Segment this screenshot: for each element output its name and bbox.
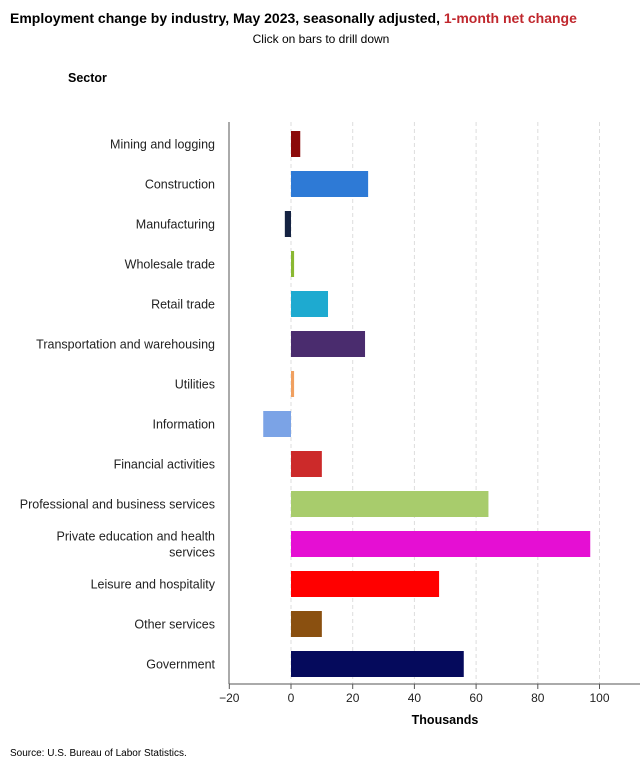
category-label: Government [146, 658, 215, 672]
category-label: Private education and health [57, 530, 215, 544]
x-tick-label: 80 [531, 691, 545, 705]
bar[interactable] [291, 531, 591, 557]
bar[interactable] [291, 371, 295, 397]
source-note: Source: U.S. Bureau of Labor Statistics. [10, 748, 187, 759]
category-label: Professional and business services [20, 498, 215, 512]
category-label: services [169, 546, 215, 560]
bar[interactable] [291, 171, 369, 197]
category-label: Wholesale trade [125, 258, 215, 272]
chart-title-accent: 1-month net change [443, 10, 577, 26]
category-label: Mining and logging [110, 138, 215, 152]
bar[interactable] [291, 651, 464, 677]
category-label: Retail trade [151, 298, 215, 312]
category-label: Other services [134, 618, 215, 632]
bar[interactable] [284, 211, 291, 237]
bar[interactable] [291, 131, 301, 157]
x-tick-label: 40 [408, 691, 422, 705]
category-label: Transportation and warehousing [36, 338, 215, 352]
bar[interactable] [291, 451, 322, 477]
bar[interactable] [291, 491, 489, 517]
x-tick-label: −20 [219, 691, 240, 705]
category-label: Manufacturing [136, 218, 215, 232]
category-label: Utilities [175, 378, 215, 392]
x-tick-label: 0 [288, 691, 295, 705]
chart-title: Employment change by industry, May 2023,… [10, 10, 577, 26]
y-axis-title: Sector [68, 71, 107, 85]
x-axis-title: Thousands [412, 713, 479, 727]
category-label: Leisure and hospitality [91, 578, 216, 592]
bar-chart: Sector −20 0 20 40 60 80 100 Thousands Mining and… [20, 71, 640, 727]
chart-subtitle: Click on bars to drill down [252, 32, 390, 46]
category-label: Financial activities [114, 458, 215, 472]
bar[interactable] [291, 291, 329, 317]
bar[interactable] [291, 251, 295, 277]
chart-title-main: Employment change by industry, May 2023,… [10, 10, 444, 26]
x-tick-label: 20 [346, 691, 360, 705]
category-label: Construction [145, 178, 215, 192]
x-tick-label: 60 [469, 691, 483, 705]
bar[interactable] [291, 571, 440, 597]
category-label: Information [152, 418, 215, 432]
bar[interactable] [291, 611, 322, 637]
bar[interactable] [263, 411, 291, 437]
bar[interactable] [291, 331, 366, 357]
x-tick-label: 100 [589, 691, 609, 705]
